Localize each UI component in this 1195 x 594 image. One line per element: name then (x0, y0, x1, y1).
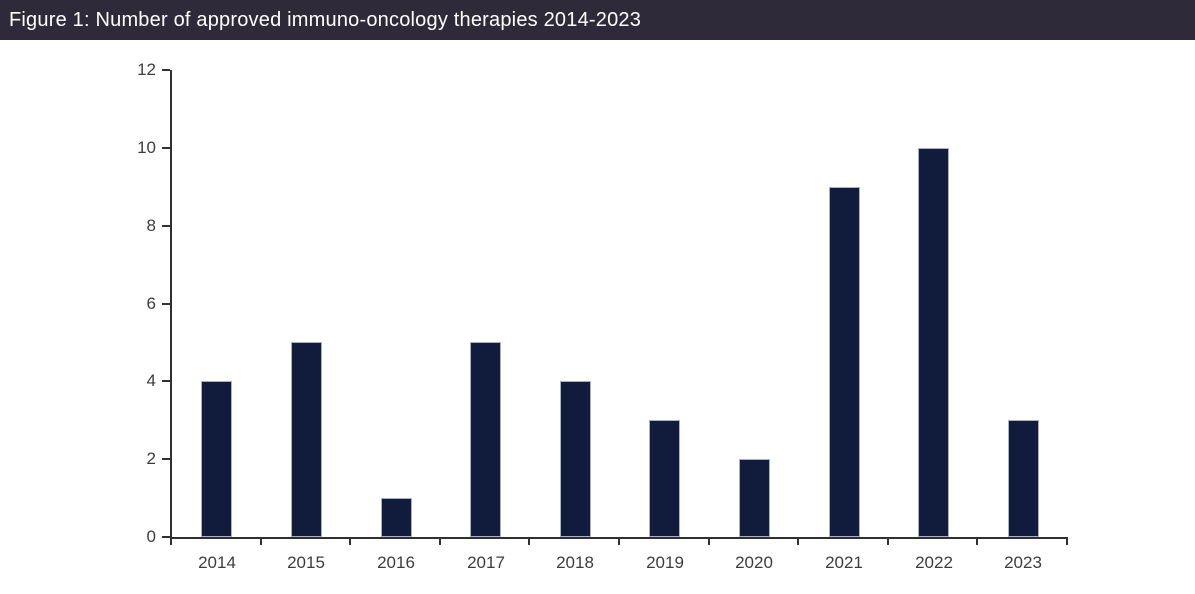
bar-2017 (470, 342, 501, 537)
x-tick-mark (618, 537, 620, 545)
y-tick-label: 10 (137, 137, 156, 157)
y-tick-mark (162, 146, 170, 149)
x-tick-label: 2021 (825, 553, 863, 572)
y-tick-mark (162, 302, 170, 305)
x-tick-label: 2023 (1004, 553, 1042, 572)
y-tick-label: 4 (146, 371, 156, 391)
x-tick-mark (170, 537, 172, 545)
y-tick-mark (162, 458, 170, 461)
x-tick-label: 2016 (377, 553, 415, 572)
x-tick-mark (259, 537, 262, 545)
bar-2019 (649, 420, 680, 537)
bar-2021 (829, 187, 860, 537)
y-tick-mark (162, 536, 170, 538)
bar-2023 (1008, 420, 1039, 537)
x-tick-mark (707, 537, 710, 545)
x-tick-label: 2022 (915, 553, 953, 572)
x-tick-label: 2018 (556, 553, 594, 572)
bar-2015 (291, 342, 322, 537)
x-tick-label: 2019 (646, 553, 684, 572)
figure-title-bar: Figure 1: Number of approved immuno-onco… (0, 0, 1195, 40)
x-tick-mark (797, 537, 800, 545)
figure-title: Figure 1: Number of approved immuno-onco… (9, 8, 642, 31)
y-tick-mark (162, 224, 170, 227)
y-tick-mark (162, 69, 170, 71)
bar-2014 (201, 381, 232, 537)
bar-2016 (381, 498, 412, 537)
y-tick-mark (162, 380, 170, 383)
bar-2020 (739, 459, 770, 537)
y-tick-label: 6 (146, 293, 156, 313)
x-tick-mark (886, 537, 889, 545)
y-tick-label: 2 (146, 449, 156, 469)
x-tick-label: 2017 (467, 553, 505, 572)
x-tick-mark (438, 537, 441, 545)
y-axis-line (170, 70, 172, 539)
x-tick-mark (976, 537, 979, 545)
x-tick-mark (349, 537, 352, 545)
x-tick-label: 2020 (735, 553, 773, 572)
x-tick-label: 2015 (287, 553, 325, 572)
bar-2018 (560, 381, 591, 537)
x-tick-mark (528, 537, 531, 545)
y-tick-label: 8 (146, 215, 156, 235)
y-tick-label: 0 (146, 527, 156, 546)
bar-2022 (918, 148, 949, 537)
y-tick-label: 12 (137, 60, 156, 79)
x-tick-label: 2014 (198, 553, 236, 572)
x-tick-mark (1066, 537, 1068, 545)
